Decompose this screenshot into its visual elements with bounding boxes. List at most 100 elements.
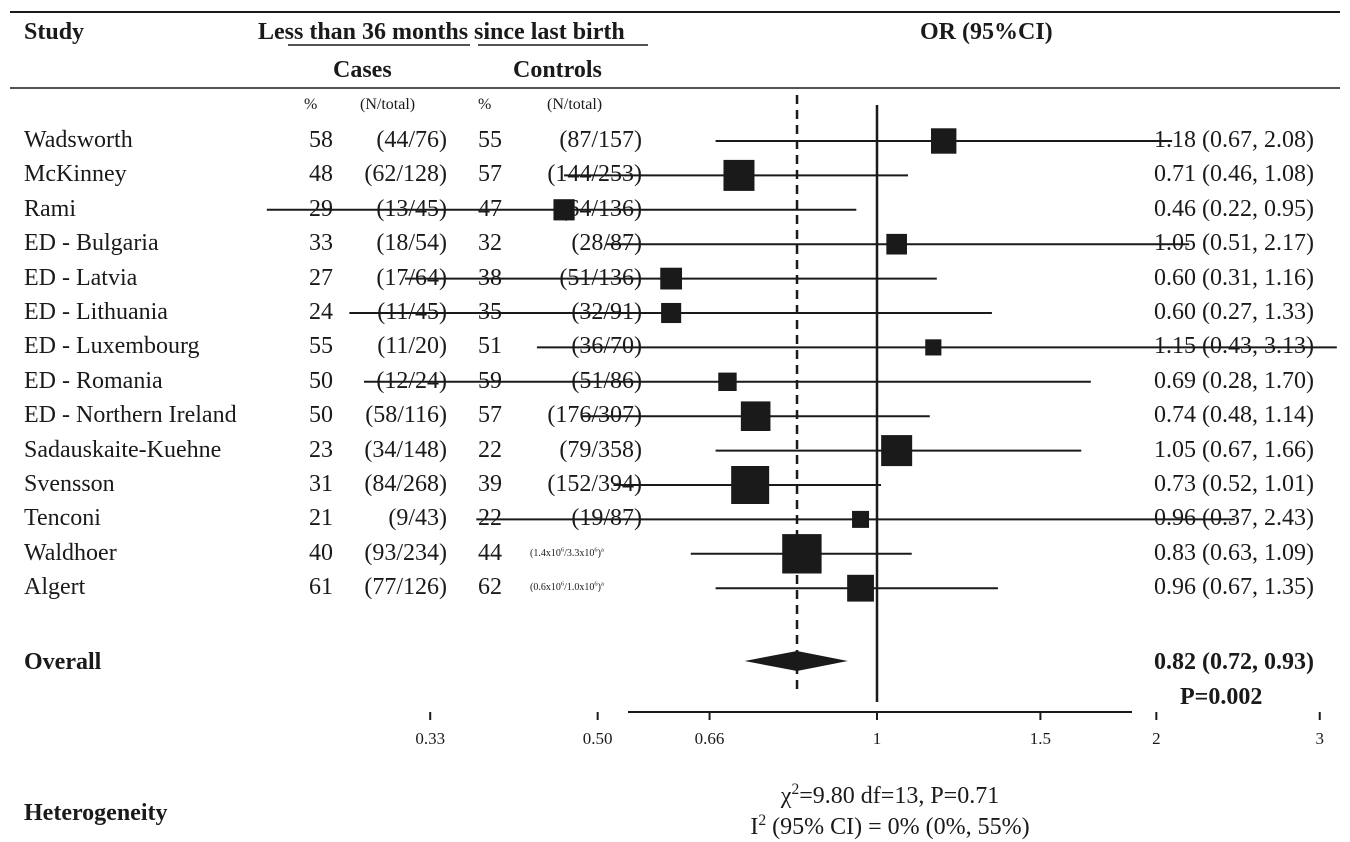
study-name: Waldhoer (24, 539, 117, 566)
ctrl-ntotal: (144/253) (547, 161, 642, 188)
study-square (723, 159, 755, 191)
study-square (731, 466, 770, 504)
case-pct: 23 (309, 436, 333, 463)
case-ntotal: (34/148) (364, 436, 447, 463)
case-ntotal: (9/43) (388, 505, 447, 532)
case-ntotal: (11/20) (377, 333, 447, 360)
study-square (661, 302, 682, 324)
case-ntotal: (11/45) (377, 299, 447, 325)
ctrl-pct: 44 (478, 539, 502, 566)
ctrl-ntotal: (19/87) (571, 505, 642, 532)
ctrl-pct: 35 (478, 299, 502, 325)
case-pct: 31 (309, 471, 333, 497)
study-name: Algert (24, 574, 86, 601)
ctrl-pct: 57 (478, 161, 502, 188)
or-ci: 0.83 (0.63, 1.09) (1154, 539, 1314, 566)
case-pct: 50 (309, 367, 333, 394)
heterogeneity-label: Heterogeneity (24, 800, 168, 826)
study-square (931, 128, 957, 154)
or-ci: 0.60 (0.27, 1.33) (1154, 299, 1314, 325)
case-pct: 48 (309, 161, 333, 188)
study-square (660, 267, 683, 290)
study-name: Wadsworth (24, 127, 133, 153)
ctrl-pct: 32 (478, 230, 502, 257)
overall-label: Overall (24, 649, 102, 675)
or-ci: 1.15 (0.43, 3.13) (1154, 333, 1314, 360)
ctrl-ntotal: (79/358) (559, 436, 642, 463)
case-ntotal: (93/234) (364, 539, 447, 566)
case-ntotal-subheader: (N/total) (360, 96, 416, 113)
study-name: Svensson (24, 471, 115, 497)
case-ntotal: (18/54) (376, 230, 447, 257)
case-pct: 27 (309, 264, 333, 291)
x-tick-label: 2 (1152, 729, 1161, 748)
study-name: McKinney (24, 161, 127, 188)
or-ci: 0.74 (0.48, 1.14) (1154, 402, 1314, 429)
ctrl-ntotal: (51/86) (571, 367, 642, 394)
study-square (852, 510, 870, 528)
case-pct: 24 (309, 299, 333, 325)
case-ntotal: (44/76) (376, 127, 447, 153)
ctrl-ntotal: (64/136) (559, 195, 642, 222)
case-ntotal: (12/24) (376, 367, 447, 394)
or-ci: 0.69 (0.28, 1.70) (1154, 367, 1314, 394)
ctrl-pct: 51 (478, 333, 502, 360)
ctrl-pct: 39 (478, 471, 502, 497)
case-ntotal: (77/126) (364, 574, 447, 601)
ctrl-pct: 55 (478, 127, 502, 153)
study-square (886, 233, 907, 255)
or-ci: 0.60 (0.31, 1.16) (1154, 264, 1314, 291)
ctrl-ntotal: (176/307) (547, 402, 642, 429)
case-pct: 33 (309, 230, 333, 257)
ctrl-ntotal: (0.6x106/1.0x106)a (530, 580, 604, 594)
or-ci: 0.46 (0.22, 0.95) (1154, 195, 1314, 222)
ctrl-pct: 38 (478, 264, 502, 291)
study-square (847, 574, 874, 602)
ctrl-pct: 59 (478, 367, 502, 394)
controls-header: Controls (513, 57, 602, 83)
study-header: Study (24, 19, 85, 45)
study-square (740, 401, 771, 431)
study-square (925, 339, 942, 356)
ctrl-ntotal: (32/91) (571, 299, 642, 325)
case-pct: 58 (309, 127, 333, 153)
case-ntotal: (17/64) (376, 264, 447, 291)
or-ci: 1.05 (0.51, 2.17) (1154, 230, 1314, 257)
overall-ci: 0.82 (0.72, 0.93) (1154, 649, 1314, 675)
x-tick-label: 1 (873, 729, 882, 748)
study-name: Rami (24, 195, 76, 222)
ctrl-pct: 62 (478, 574, 502, 601)
or-header: OR (95%CI) (920, 19, 1053, 45)
case-pct: 55 (309, 333, 333, 360)
study-square (553, 199, 575, 221)
study-name: Tenconi (24, 505, 101, 532)
or-ci: 1.05 (0.67, 1.66) (1154, 436, 1314, 463)
case-pct: 40 (309, 539, 333, 566)
study-name: ED - Luxembourg (24, 333, 200, 360)
study-square (881, 435, 913, 467)
ctrl-pct: 22 (478, 436, 502, 463)
study-name: ED - Romania (24, 367, 163, 394)
case-pct: 21 (309, 505, 333, 532)
ctrl-ntotal: (51/136) (559, 264, 642, 291)
x-tick-label: 0.50 (583, 729, 613, 748)
or-ci: 0.96 (0.37, 2.43) (1154, 505, 1314, 532)
ctrl-pct: 47 (478, 195, 502, 222)
ctrl-ntotal-subheader: (N/total) (547, 96, 603, 113)
study-name: ED - Lithuania (24, 299, 168, 325)
or-ci: 0.71 (0.46, 1.08) (1154, 161, 1314, 188)
study-name: ED - Latvia (24, 264, 138, 291)
or-ci: 1.18 (0.67, 2.08) (1154, 127, 1314, 153)
case-ntotal: (84/268) (364, 471, 447, 497)
or-ci: 0.96 (0.67, 1.35) (1154, 574, 1314, 601)
case-pct: 29 (309, 195, 333, 222)
study-name: ED - Bulgaria (24, 230, 159, 257)
ctrl-ntotal: (28/87) (571, 230, 642, 257)
ctrl-ntotal: (36/70) (571, 333, 642, 360)
case-pct: 61 (309, 574, 333, 601)
ctrl-pct-subheader: % (478, 96, 492, 113)
heterogeneity-i2: I2 (95% CI) = 0% (0%, 55%) (750, 812, 1030, 840)
study-name: ED - Northern Ireland (24, 402, 237, 429)
case-ntotal: (58/116) (365, 402, 447, 429)
